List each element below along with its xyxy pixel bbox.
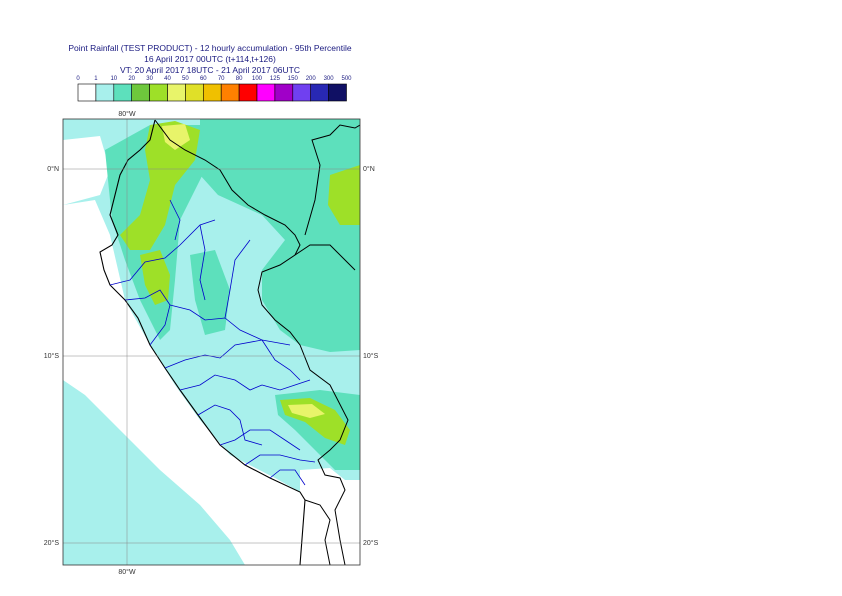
legend-threshold-label: 60 [200, 76, 207, 82]
map-frame [62, 118, 361, 566]
country-border [154, 119, 349, 565]
legend-threshold-label: 10 [110, 76, 117, 82]
dry-area-north [63, 136, 110, 205]
legend-threshold-label: 300 [324, 76, 335, 82]
lat-label-right: 0°N [363, 165, 375, 173]
legend-threshold-label: 50 [182, 76, 189, 82]
legend-threshold-label: 1 [94, 76, 98, 82]
lat-label-right: 20°S [363, 539, 379, 547]
legend-swatch [328, 83, 347, 102]
legend-threshold-label: 30 [146, 76, 153, 82]
peak-rain-south [288, 404, 325, 418]
legend-threshold-label: 150 [288, 76, 299, 82]
legend-threshold-label: 500 [341, 76, 352, 82]
lat-label-left: 10°S [44, 352, 60, 360]
country-border [99, 119, 306, 565]
peak-rain-ecuador [162, 124, 190, 150]
country-border [304, 124, 360, 236]
legend-threshold-label: 80 [236, 76, 243, 82]
validity-time: VT: 20 April 2017 18UTC - 21 April 2017 … [119, 65, 300, 75]
lon-label-bottom: 80°W [118, 568, 136, 576]
legend-threshold-label: 100 [252, 76, 263, 82]
legend-threshold-label: 200 [306, 76, 317, 82]
heavy-rain-east [328, 165, 360, 225]
rain-band-central [190, 250, 230, 335]
forecast-base-time: 16 April 2017 00UTC (t+114,t+126) [144, 54, 276, 64]
legend-threshold-label: 125 [270, 76, 281, 82]
legend-threshold-label: 20 [128, 76, 135, 82]
dry-area-south-land [300, 468, 360, 565]
rain-band-amazon [200, 119, 360, 352]
color-legend: 0 1 10 20 30 40 50 60 70 80 100 125 150 200 300 500 [76, 76, 352, 102]
heavy-rain-north-peru [140, 250, 170, 305]
lon-label-top: 80°W [118, 110, 136, 118]
country-border [294, 244, 356, 271]
lat-label-right: 10°S [363, 352, 379, 360]
map-title: Point Rainfall (TEST PRODUCT) - 12 hourl… [68, 43, 352, 53]
legend-threshold-label: 70 [218, 76, 225, 82]
lat-label-left: 20°S [44, 539, 60, 547]
heavy-rain-ecuador [120, 121, 200, 250]
lat-label-left: 0°N [47, 165, 59, 173]
legend-threshold-label: 40 [164, 76, 171, 82]
legend-threshold-label: 0 [76, 76, 80, 82]
country-border [304, 499, 331, 565]
admin-borders [109, 199, 316, 486]
graticule [63, 119, 360, 565]
dry-area-offshore [63, 200, 300, 565]
